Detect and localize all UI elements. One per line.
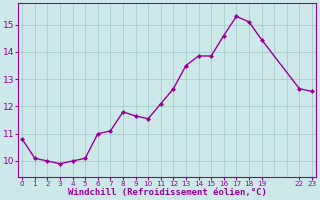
X-axis label: Windchill (Refroidissement éolien,°C): Windchill (Refroidissement éolien,°C) <box>68 188 267 197</box>
